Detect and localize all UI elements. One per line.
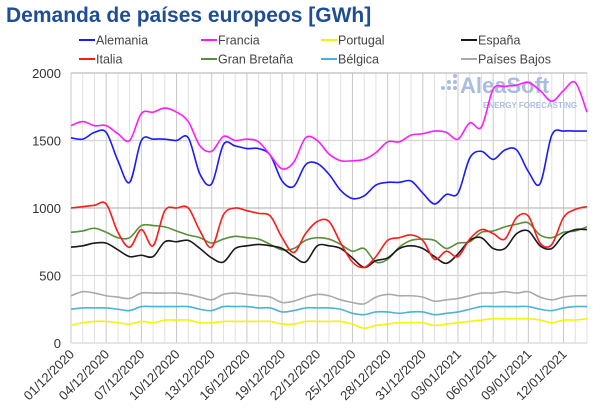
y-tick-label: 1000 xyxy=(32,201,61,216)
chart-title: Demanda de países europeos [GWh] xyxy=(6,4,372,27)
watermark-brand: AleaSoft xyxy=(460,73,550,98)
legend-label: Bélgica xyxy=(338,53,379,67)
series-line-alemania xyxy=(70,129,587,205)
series-line-francia xyxy=(70,80,588,170)
legend-label: España xyxy=(478,34,520,48)
series-line-gran-breta-a xyxy=(70,221,588,264)
legend-label: Gran Bretaña xyxy=(218,53,293,67)
watermark-logo xyxy=(441,74,457,90)
legend-label: Francia xyxy=(218,34,260,48)
series-line-italia xyxy=(70,201,588,269)
legend-label: Alemania xyxy=(96,34,148,48)
legend-label: Portugal xyxy=(338,34,385,48)
y-tick-label: 500 xyxy=(39,269,61,284)
series-line-portugal xyxy=(70,317,588,329)
watermark-tagline: ENERGY FORECASTING xyxy=(483,101,577,110)
legend-label: Italia xyxy=(96,53,122,67)
series-line-b-lgica xyxy=(70,305,588,316)
y-tick-label: 2000 xyxy=(32,66,61,81)
series-line-espa-a xyxy=(70,228,588,269)
y-tick-label: 1500 xyxy=(32,134,61,149)
y-tick-label: 0 xyxy=(54,336,61,351)
series-line-pa-ses-bajos xyxy=(70,290,588,305)
legend-label: Países Bajos xyxy=(478,53,551,67)
